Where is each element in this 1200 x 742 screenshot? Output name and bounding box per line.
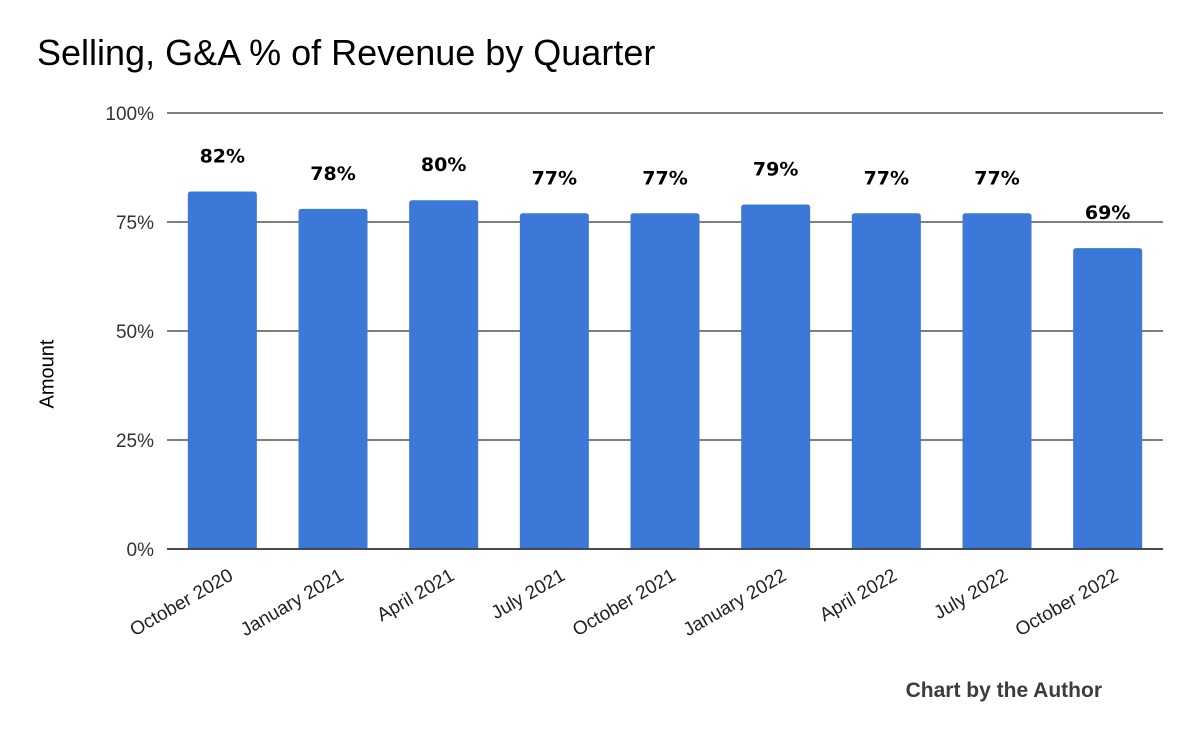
y-tick-label: 25% <box>116 431 154 452</box>
bar <box>630 213 700 549</box>
data-label: 77% <box>974 167 1019 189</box>
bar <box>962 213 1032 549</box>
bar <box>1073 248 1143 549</box>
x-tick-label: April 2021 <box>374 565 459 626</box>
x-tick-label: January 2022 <box>680 565 790 641</box>
data-label: 80% <box>421 154 466 176</box>
bar <box>741 204 811 549</box>
chart-credit: Chart by the Author <box>905 679 1102 702</box>
bar <box>187 191 257 550</box>
chart-title: Selling, G&A % of Revenue by Quarter <box>37 32 656 73</box>
y-tick-label: 0% <box>127 540 155 561</box>
data-label: 77% <box>864 167 909 189</box>
data-label: 82% <box>200 145 245 167</box>
x-tick-label: October 2020 <box>127 565 237 641</box>
data-label: 78% <box>310 163 355 185</box>
data-label: 77% <box>642 167 687 189</box>
data-label: 77% <box>532 167 577 189</box>
y-tick-label: 50% <box>116 322 154 343</box>
data-label: 79% <box>753 159 798 181</box>
bar <box>851 213 921 549</box>
bar <box>519 213 589 549</box>
x-tick-label: July 2022 <box>931 565 1012 624</box>
bar <box>409 200 479 549</box>
x-tick-label: October 2022 <box>1012 565 1122 641</box>
x-tick-label: April 2022 <box>816 565 901 626</box>
y-tick-label: 75% <box>116 213 154 234</box>
data-label: 69% <box>1085 202 1130 224</box>
x-tick-label: January 2021 <box>237 565 347 641</box>
x-tick-label: October 2021 <box>569 565 679 641</box>
x-tick-label: July 2021 <box>488 565 569 624</box>
y-tick-label: 100% <box>105 104 154 125</box>
bar <box>298 208 368 550</box>
